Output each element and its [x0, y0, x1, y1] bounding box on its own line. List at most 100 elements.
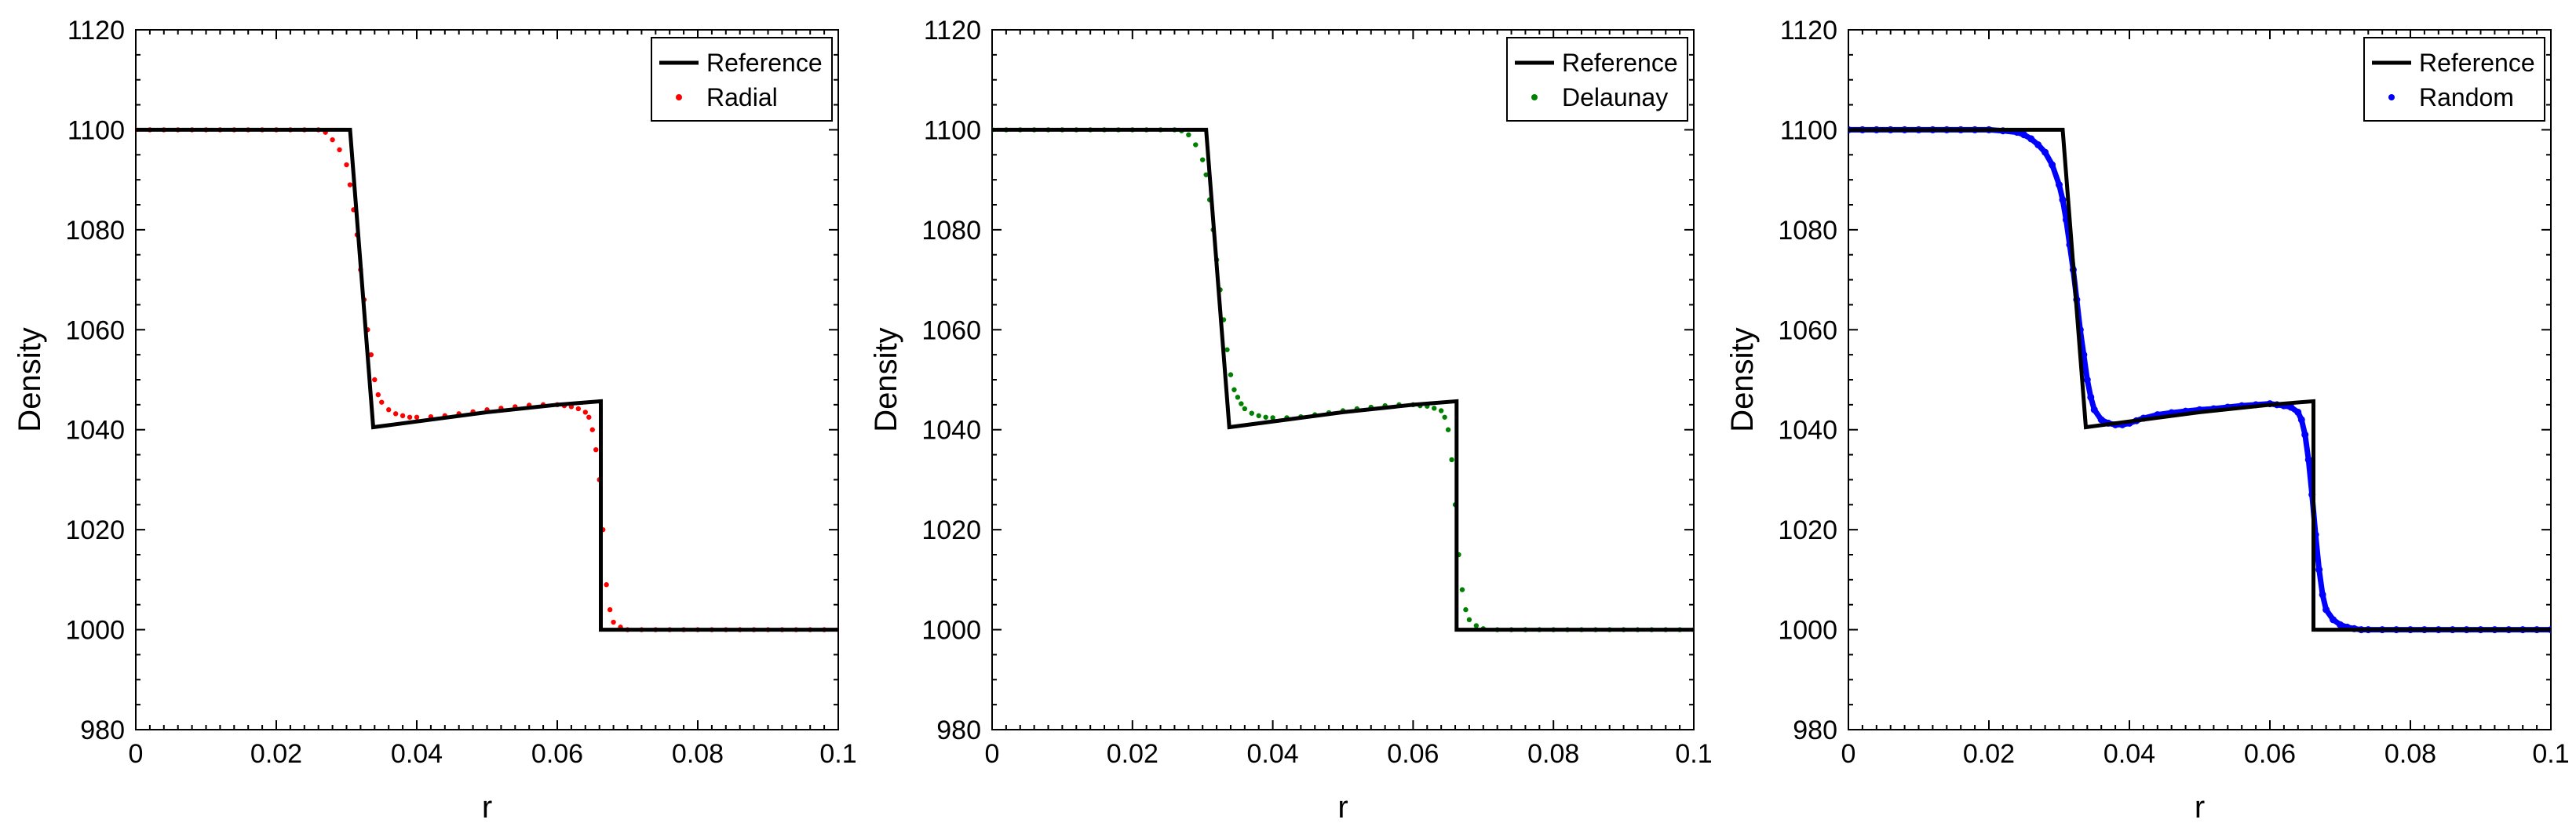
y-axis-title: Density [13, 327, 47, 432]
data-point-radial [607, 606, 613, 613]
y-tick-label: 1040 [1778, 416, 1837, 446]
chart-panel-2: 0 0.02 0.04 0.06 0.08 0.1 980 1000 1020 1040 1060 1… [869, 16, 1713, 825]
series-radial-points [136, 127, 838, 632]
x-tick-label: 0.1 [2532, 739, 2569, 769]
data-point-radial [582, 410, 588, 415]
data-point-radial [593, 447, 599, 453]
series-reference-line [136, 127, 838, 632]
data-point-radial [575, 406, 582, 412]
data-point-radial [414, 414, 420, 420]
chart-panel-3: 0 0.02 0.04 0.06 0.08 0.1 980 1000 1020 1040 1060 1… [1725, 16, 2570, 825]
series-random-points [1848, 126, 2551, 634]
legend: Reference Random [2363, 37, 2545, 122]
y-tick-label: 1000 [65, 616, 125, 646]
legend-box [1506, 37, 1688, 122]
data-point-delaunay [1231, 387, 1237, 392]
legend-box [2363, 37, 2545, 122]
legend-label-reference: Reference [1562, 49, 1678, 77]
y-tick-label: 1120 [1780, 16, 1837, 46]
plot-frame [1848, 29, 2552, 730]
y-tick-label: 1100 [68, 115, 125, 145]
legend-swatch-random [2388, 94, 2395, 100]
y-tick-label: 1120 [924, 16, 981, 46]
legend-label-reference: Reference [706, 49, 823, 77]
legend-box [651, 37, 833, 122]
y-tick-label: 1000 [1778, 616, 1837, 646]
y-tick-label: 1000 [921, 616, 981, 646]
y-tick-label: 1100 [1780, 115, 1837, 145]
data-point-radial [375, 392, 381, 398]
data-point-delaunay [1235, 395, 1241, 400]
y-tick-label: 1060 [65, 315, 125, 345]
x-tick-label: 0.1 [1675, 739, 1712, 769]
y-tick-label: 1060 [921, 315, 981, 345]
x-tick-label: 0.04 [391, 739, 443, 769]
data-point-delaunay [1466, 617, 1472, 623]
data-point-delaunay [1445, 427, 1451, 432]
data-point-delaunay [1239, 401, 1244, 406]
data-point-radial [392, 411, 399, 417]
y-tick-label: 1020 [921, 515, 981, 545]
x-tick-label: 0.02 [250, 739, 302, 769]
x-tick-label: 0.08 [2384, 739, 2436, 769]
data-point-radial [589, 427, 595, 432]
data-point-radial [586, 414, 592, 420]
data-point-radial [604, 582, 609, 588]
data-point-radial [368, 351, 374, 358]
data-point-radial [372, 377, 378, 383]
y-tick-label: 1100 [924, 115, 981, 145]
y-tick-label: 980 [1793, 716, 1837, 745]
data-point-delaunay [1463, 606, 1469, 613]
data-point-radial [330, 137, 335, 143]
data-point-radial [379, 399, 385, 405]
data-point-delaunay [1200, 157, 1206, 162]
legend-label-random: Random [2419, 83, 2514, 111]
x-tick-label: 0.06 [2244, 739, 2296, 769]
y-tick-label: 1080 [921, 216, 981, 246]
y-tick-label: 1080 [1778, 216, 1837, 246]
y-axis-title: Density [1725, 327, 1760, 432]
data-point-radial [400, 413, 406, 419]
plot-frame [991, 29, 1695, 730]
data-point-delaunay [1186, 132, 1191, 137]
x-tick-label: 0 [985, 739, 1000, 769]
data-point-delaunay [1449, 457, 1454, 463]
legend: Reference Delaunay [1506, 37, 1688, 122]
x-tick-label: 0.08 [1527, 739, 1579, 769]
data-point-delaunay [1242, 406, 1248, 412]
series-random-band [1848, 126, 2551, 633]
data-point-delaunay [1432, 406, 1437, 411]
x-tick-label: 0 [1841, 739, 1856, 769]
legend: Reference Radial [651, 37, 833, 122]
x-tick-label: 0.02 [1963, 739, 2015, 769]
y-tick-label: 1020 [1778, 515, 1837, 545]
x-axis-title: r [482, 790, 492, 825]
x-tick-label: 0 [129, 739, 144, 769]
series-reference-line [992, 127, 1694, 632]
plot-frame [135, 29, 839, 730]
y-tick-label: 1040 [65, 416, 125, 446]
x-tick-label: 0.04 [2103, 739, 2155, 769]
x-axis-title: r [1337, 790, 1348, 825]
x-tick-label: 0.02 [1107, 739, 1158, 769]
x-tick-label: 0.06 [1387, 739, 1439, 769]
legend-label-reference: Reference [2419, 49, 2535, 77]
legend-label-delaunay: Delaunay [1562, 83, 1668, 111]
series-reference-line [1848, 127, 2551, 632]
data-point-delaunay [1442, 414, 1447, 420]
y-tick-label: 980 [936, 716, 981, 745]
data-point-delaunay [1256, 413, 1261, 419]
legend-label-radial: Radial [706, 83, 778, 111]
data-point-radial [344, 162, 349, 168]
data-point-radial [407, 414, 413, 420]
data-point-radial [337, 147, 342, 153]
y-tick-label: 1040 [921, 416, 981, 446]
series-delaunay-points [992, 127, 1694, 632]
data-point-delaunay [1270, 415, 1275, 421]
x-axis-title: r [2195, 790, 2205, 825]
data-point-delaunay [1263, 414, 1268, 420]
data-point-delaunay [1438, 408, 1444, 413]
x-tick-label: 0.08 [672, 739, 724, 769]
data-point-radial [386, 407, 392, 413]
